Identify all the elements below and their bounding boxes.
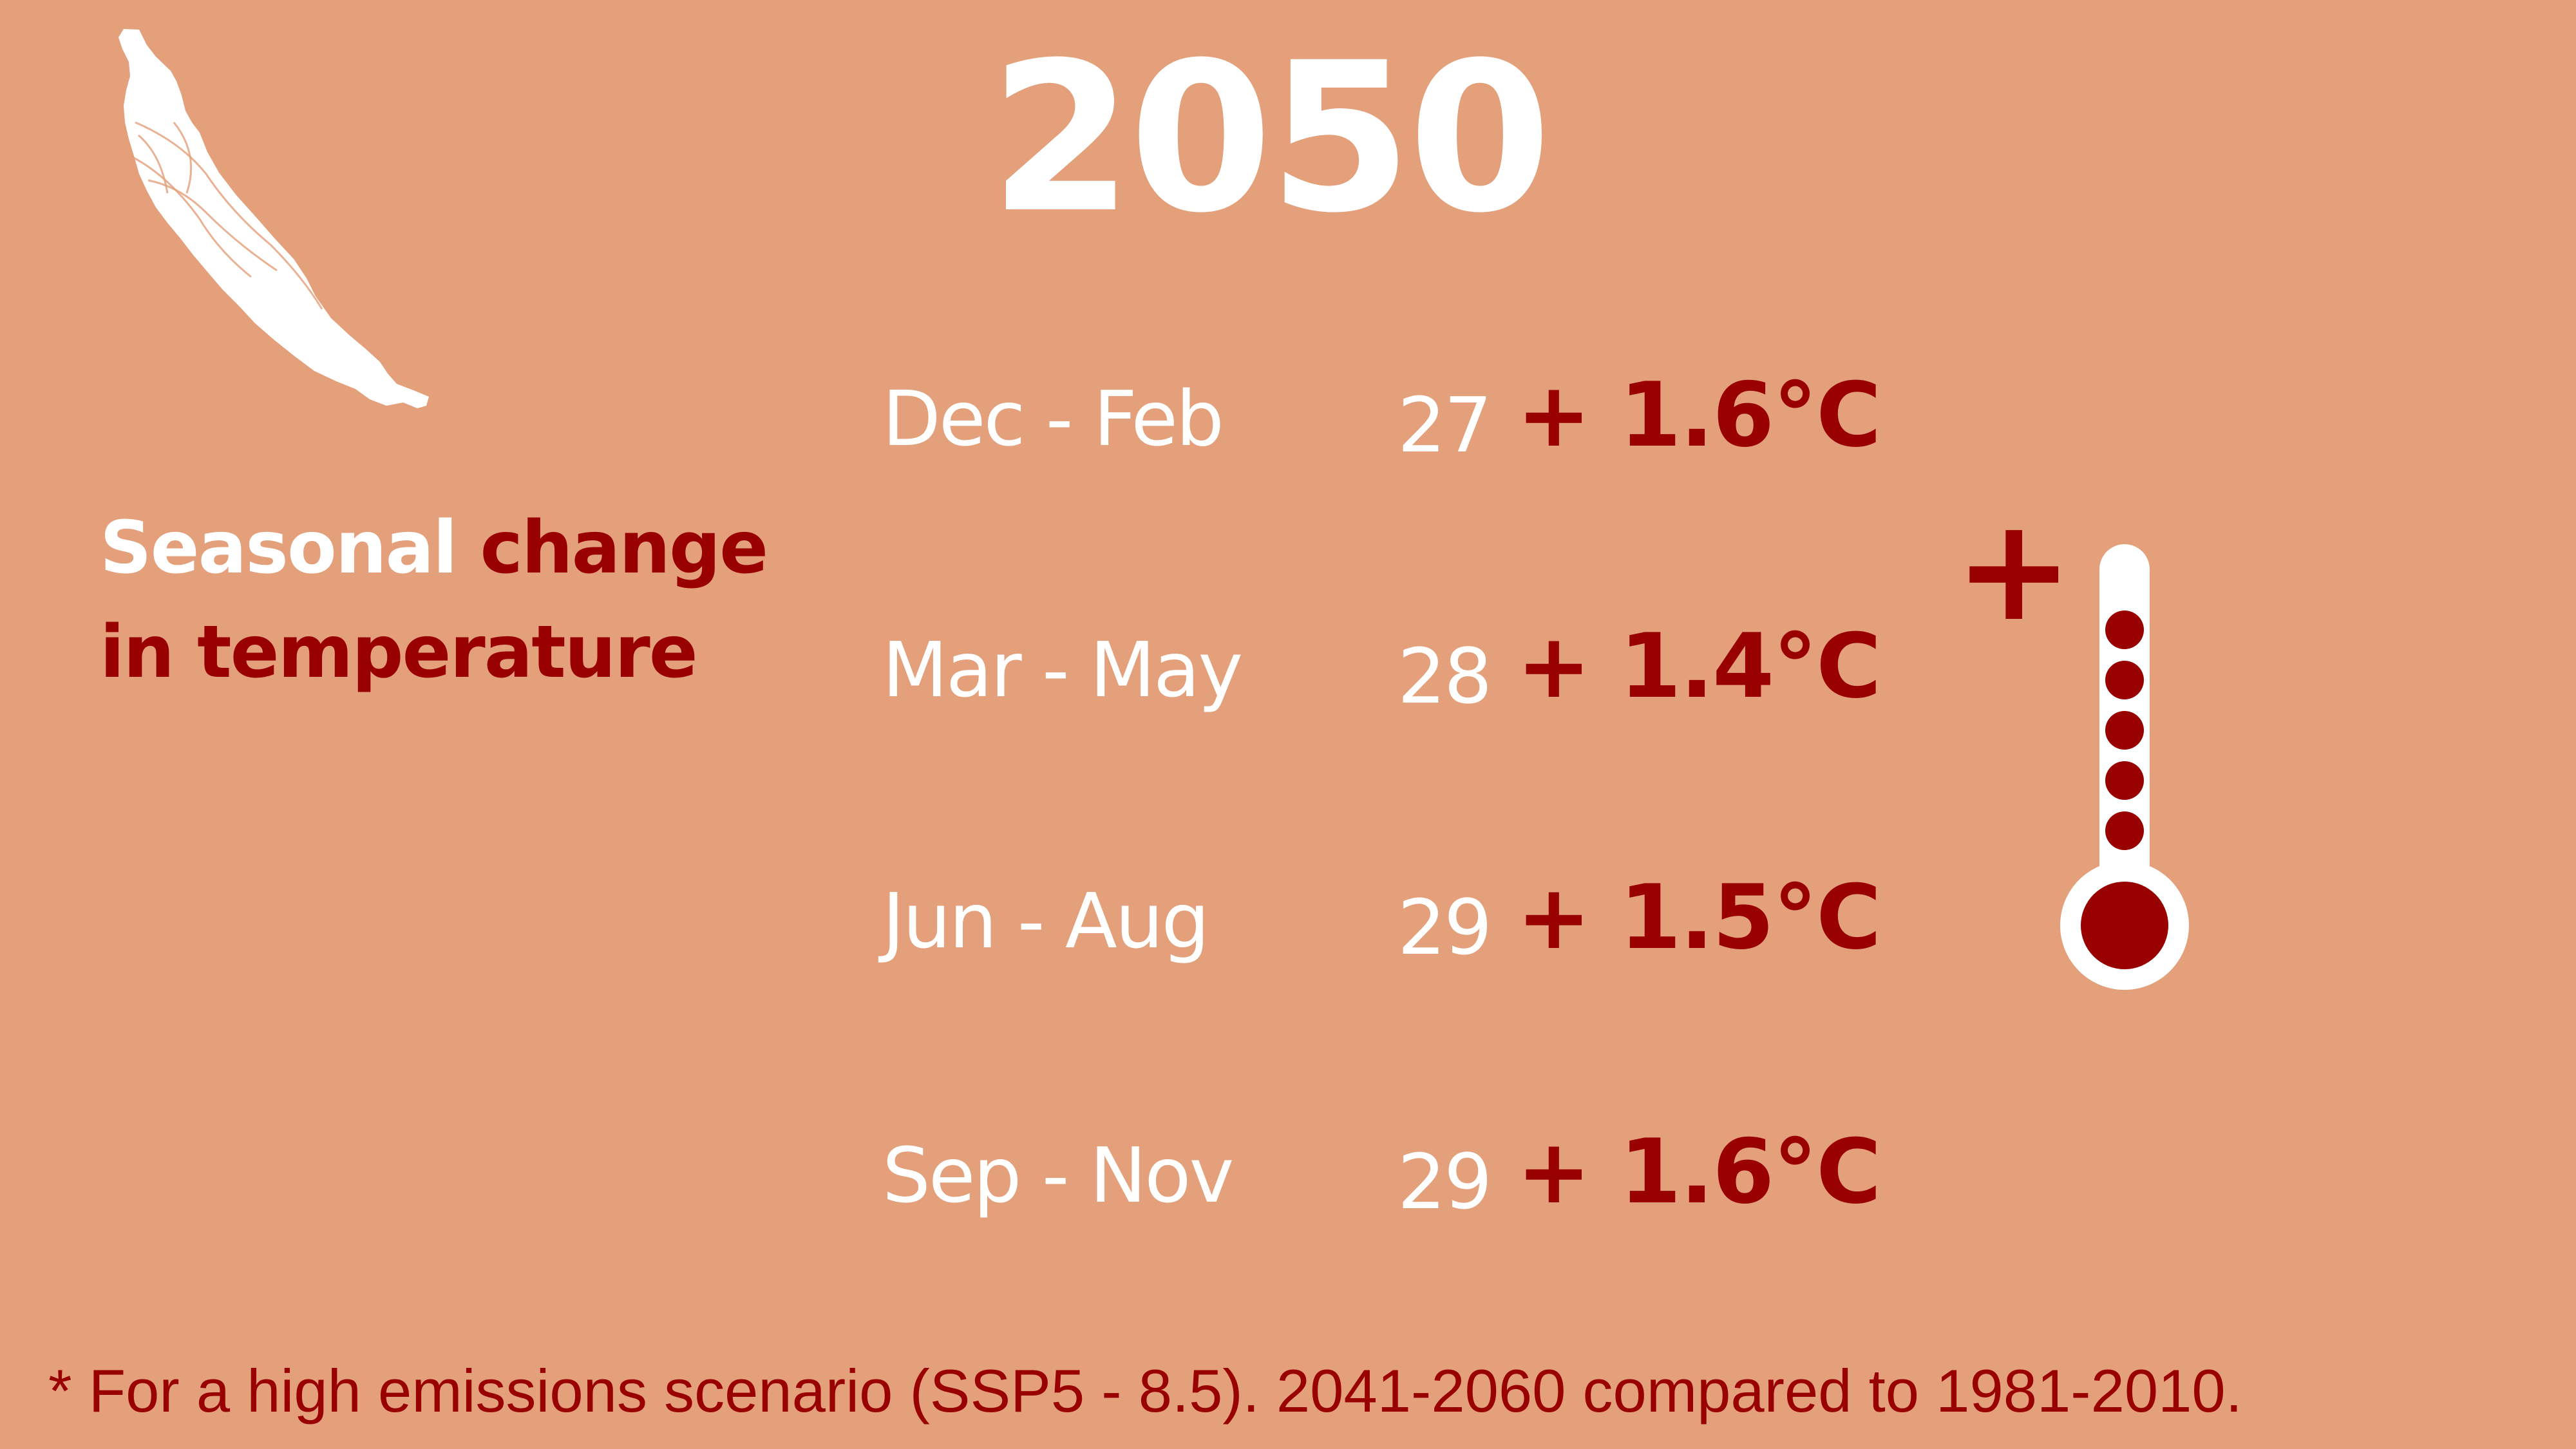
headline: Seasonal change in temperature [100,496,808,705]
temperature-change: + 1.6°C [1517,363,1881,467]
season-row-sep-nov: Sep - Nov 29 + 1.6°C [882,1117,1913,1227]
base-temperature: 28 [1397,632,1492,721]
season-row-mar-may: Mar - May 28 + 1.4°C [882,612,1913,721]
season-label: Dec - Feb [882,374,1224,463]
base-temperature: 27 [1397,381,1492,469]
thermometer-icon [2060,544,2189,990]
season-row-jun-aug: Jun - Aug 29 + 1.5°C [882,863,1913,972]
headline-in-temperature: in temperature [100,611,698,694]
plus-icon: + [1955,488,2074,652]
year-title: 2050 [989,19,1552,258]
island-map-icon [118,29,429,408]
base-temperature: 29 [1397,1137,1492,1226]
temperature-change: + 1.4°C [1517,614,1881,718]
headline-change: change [480,506,769,590]
base-temperature: 29 [1397,883,1492,972]
season-row-dec-feb: Dec - Feb 27 + 1.6°C [882,361,1913,470]
temperature-change: + 1.6°C [1517,1120,1881,1224]
season-label: Mar - May [882,625,1243,714]
temperature-change: + 1.5°C [1517,866,1881,969]
footnote: * For a high emissions scenario (SSP5 - … [48,1357,2242,1425]
season-label: Sep - Nov [882,1131,1234,1220]
season-label: Jun - Aug [882,876,1209,965]
headline-seasonal: Seasonal [100,506,480,590]
